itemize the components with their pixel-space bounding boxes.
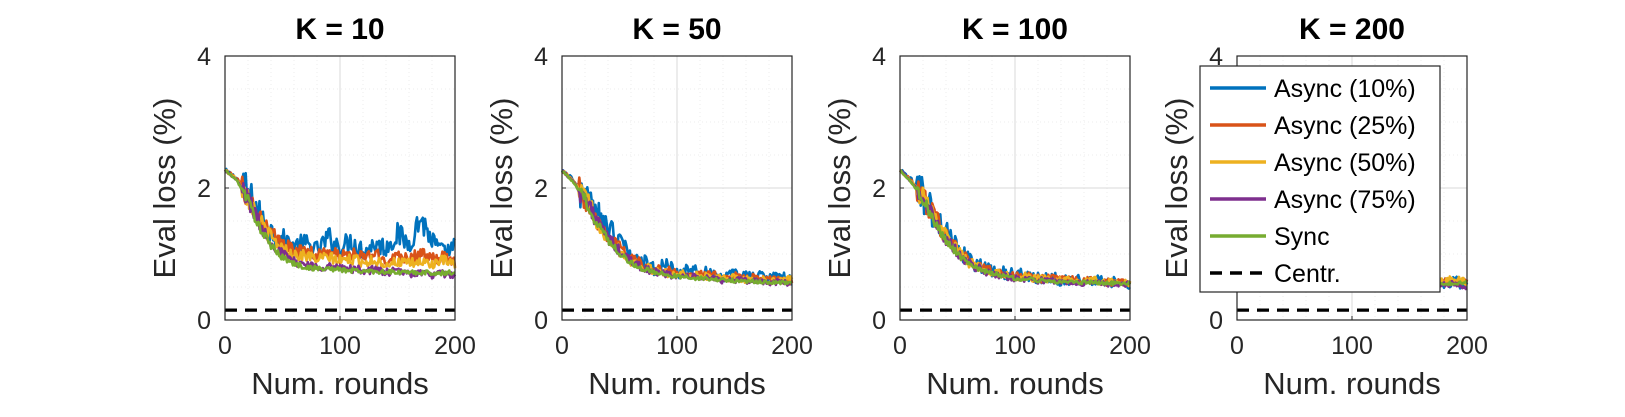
legend: Async (10%) Async (25%) Async (50%) Async (…: [1199, 65, 1441, 293]
y-tick-label: 0: [1209, 307, 1223, 335]
legend-box: [1199, 65, 1441, 293]
y-axis-label: Eval loss (%): [822, 98, 857, 279]
x-tick-label: 100: [994, 332, 1036, 360]
legend-label-async-25: Async (25%): [1274, 112, 1416, 140]
x-tick-label: 200: [1109, 332, 1151, 360]
chart-panel-k-100: 0 100 200 0 2 4 K = 100 Num. rounds Eval loss (%…: [822, 13, 1151, 401]
x-tick-label: 200: [1446, 332, 1488, 360]
series-line-sync: [561, 169, 793, 286]
legend-label-centr: Centr.: [1274, 260, 1341, 288]
chart-title: K = 10: [295, 13, 384, 46]
series-line-sync: [224, 169, 456, 277]
y-tick-label: 4: [1209, 43, 1223, 71]
x-tick-label: 200: [771, 332, 813, 360]
x-tick-label: 0: [1230, 332, 1244, 360]
x-tick-label: 0: [893, 332, 907, 360]
y-tick-label: 0: [197, 307, 211, 335]
x-tick-label: 100: [656, 332, 698, 360]
y-axis-label: Eval loss (%): [484, 98, 519, 279]
chart-title: K = 100: [962, 13, 1068, 46]
y-tick-label: 2: [872, 175, 886, 203]
chart-title: K = 50: [632, 13, 721, 46]
chart-panel-k-50: 0 100 200 0 2 4 K = 50 Num. rounds Eval loss (%): [484, 13, 813, 401]
series-line-async-50: [224, 168, 457, 270]
legend-label-async-10: Async (10%): [1274, 75, 1416, 103]
y-tick-label: 0: [872, 307, 886, 335]
chart-panel-k-10: 0 100 200 0 2 4 K = 10 Num. rounds Eval loss (%): [147, 13, 476, 401]
legend-label-sync: Sync: [1274, 223, 1330, 251]
legend-label-async-75: Async (75%): [1274, 186, 1416, 214]
x-tick-label: 100: [319, 332, 361, 360]
x-axis-label: Num. rounds: [588, 366, 765, 401]
x-axis-label: Num. rounds: [1263, 366, 1440, 401]
y-tick-label: 4: [872, 43, 886, 71]
y-axis-label: Eval loss (%): [147, 98, 182, 279]
y-tick-label: 4: [534, 43, 548, 71]
y-tick-label: 0: [534, 307, 548, 335]
x-tick-label: 0: [555, 332, 569, 360]
x-tick-label: 0: [218, 332, 232, 360]
y-tick-label: 2: [197, 175, 211, 203]
x-axis-label: Num. rounds: [251, 366, 428, 401]
chart-title: K = 200: [1299, 13, 1405, 46]
y-tick-label: 2: [534, 175, 548, 203]
x-axis-label: Num. rounds: [926, 366, 1103, 401]
series-line-sync: [899, 169, 1132, 287]
y-tick-label: 4: [197, 43, 211, 71]
legend-label-async-50: Async (50%): [1274, 149, 1416, 177]
x-tick-label: 200: [434, 332, 476, 360]
x-tick-label: 100: [1331, 332, 1373, 360]
y-axis-label: Eval loss (%): [1159, 98, 1194, 279]
